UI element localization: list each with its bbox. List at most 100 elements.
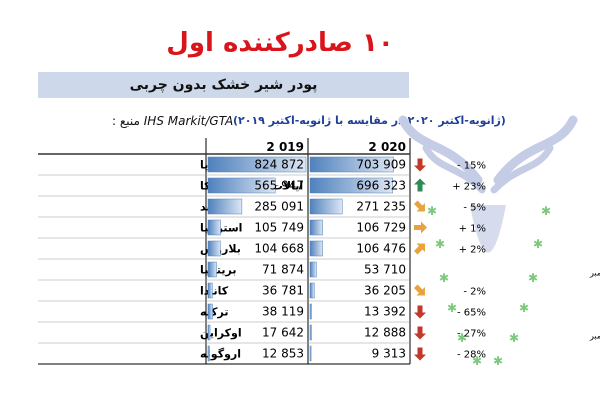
bar-2019: [207, 156, 307, 173]
change-percent: - 5%: [463, 203, 486, 214]
logo-star-icon: ✱: [447, 301, 457, 315]
bar-2019: [207, 261, 217, 278]
logo-horn-inner: [422, 144, 486, 194]
value-2020: 13 392: [364, 305, 406, 319]
source-credit: IHS Markit/GTA منبع :: [112, 114, 233, 128]
bar-2020: [309, 177, 393, 194]
change-percent: - 28%: [457, 350, 486, 361]
value-2020: 106 476: [356, 242, 406, 256]
value-2020: 106 729: [356, 221, 406, 235]
value-2020: 9 313: [372, 347, 406, 361]
change-percent: + 23%: [452, 182, 486, 193]
period-note: (ژانویه-اکتبر ۲۰۲۰ در مقایسه با ژانویه-ا…: [233, 114, 506, 127]
change-percent: + 2%: [459, 245, 486, 256]
table-row: بریتانیا 71 874 53 710 تا انتهای سپتامبر: [38, 258, 600, 278]
bar-2020: [309, 261, 317, 278]
country-label: ترکیه: [200, 306, 229, 319]
value-2019: 17 642: [262, 326, 304, 340]
logo-horn-outer: [493, 115, 578, 185]
value-2019: 565 947: [254, 179, 304, 193]
table-row: کانادا 36 781 36 205 - 2%: [38, 279, 486, 299]
bar-2019: [207, 198, 243, 215]
bar-2019: [207, 177, 276, 194]
trend-arrow-icon: [413, 200, 425, 212]
trend-arrow-icon: [413, 243, 425, 255]
country-label: کانادا: [200, 285, 229, 298]
value-2020: 703 909: [356, 158, 406, 172]
trend-arrow-icon: [414, 221, 427, 234]
value-2019: 104 668: [254, 242, 304, 256]
change-percent: + 1%: [459, 224, 486, 235]
country-label: استرالیا: [200, 222, 242, 235]
table-row: اوکراین 17 642 12 888 - 27% تا انتهای سپتامب…: [38, 321, 600, 341]
value-2019: 38 119: [262, 305, 304, 319]
column-header-2019: 2 019: [266, 140, 304, 154]
change-percent: - 15%: [457, 161, 486, 172]
logo-star-icon: ✱: [528, 271, 538, 285]
bar-2020: [309, 345, 312, 362]
country-label: اروگوئه: [200, 348, 241, 361]
source-name: IHS Markit/GTA: [143, 114, 234, 128]
bar-2019: [207, 345, 210, 362]
bar-2020: [309, 240, 323, 257]
logo-star-icon: ✱: [427, 204, 437, 218]
bar-2019: [207, 324, 211, 341]
bar-2020: [309, 303, 312, 320]
trend-arrow-icon: [414, 178, 426, 192]
logo-star-icon: ✱: [435, 237, 445, 251]
logo-star-icon: ✱: [493, 354, 503, 368]
table-row: ترکیه 38 119 13 392 - 65%: [38, 300, 486, 320]
trend-arrow-icon: [414, 305, 426, 319]
logo-horn-outer: [398, 115, 483, 185]
value-2020: 53 710: [364, 263, 406, 277]
bar-2019: [207, 240, 221, 257]
bar-2020: [309, 156, 394, 173]
logo-star-icon: ✱: [533, 237, 543, 251]
bar-2020: [309, 219, 323, 236]
value-2020: 271 235: [356, 200, 406, 214]
value-2019: 36 781: [262, 284, 304, 298]
value-2020: 36 205: [364, 284, 406, 298]
row-note: تا انتهای سپتامبر: [589, 269, 600, 278]
value-2019: 71 874: [262, 263, 304, 277]
change-percent: - 2%: [463, 287, 486, 298]
trend-arrow-icon: [414, 326, 426, 340]
trend-arrow-icon: [414, 158, 426, 172]
product-subtitle: پودر شیر خشک بدون چربی: [38, 72, 409, 98]
country-label: بریتانیا: [200, 264, 236, 277]
value-2019: 285 091: [254, 200, 304, 214]
value-2020: 696 323: [356, 179, 406, 193]
change-percent: - 65%: [457, 308, 486, 319]
value-2019: 12 853: [262, 347, 304, 361]
table-row: اروگوئه 12 853 9 313 - 28%: [38, 342, 486, 362]
logo-horn-inner: [490, 144, 554, 194]
logo-star-icon: ✱: [439, 271, 449, 285]
country-label: اوکراین: [200, 327, 242, 340]
bar-2020: [309, 324, 312, 341]
trend-arrow-icon: [413, 284, 425, 296]
bar-2019: [207, 303, 213, 320]
logo-star-icon: ✱: [472, 354, 482, 368]
logo-star-icon: ✱: [509, 331, 519, 345]
logo-star-icon: ✱: [541, 204, 551, 218]
change-percent: - 27%: [457, 329, 486, 340]
table-row: استرالیا 105 749 106 729 + 1%: [38, 216, 486, 236]
source-label: منبع :: [112, 114, 140, 128]
column-header-2020: 2 020: [368, 140, 406, 154]
logo-star-icon: ✱: [519, 301, 529, 315]
value-2020: 12 888: [364, 326, 406, 340]
logo-star-icon: ✱: [457, 331, 467, 345]
row-note: تا انتهای سپتامبر: [589, 332, 600, 341]
bar-2020: [309, 198, 343, 215]
logo-head: [470, 205, 506, 253]
page-title: ۱۰ صادرکننده اول: [166, 28, 394, 58]
bar-2019: [207, 282, 213, 299]
bar-2020: [309, 282, 315, 299]
trend-arrow-icon: [414, 347, 426, 361]
value-2019: 105 749: [254, 221, 304, 235]
bar-2019: [207, 219, 221, 236]
